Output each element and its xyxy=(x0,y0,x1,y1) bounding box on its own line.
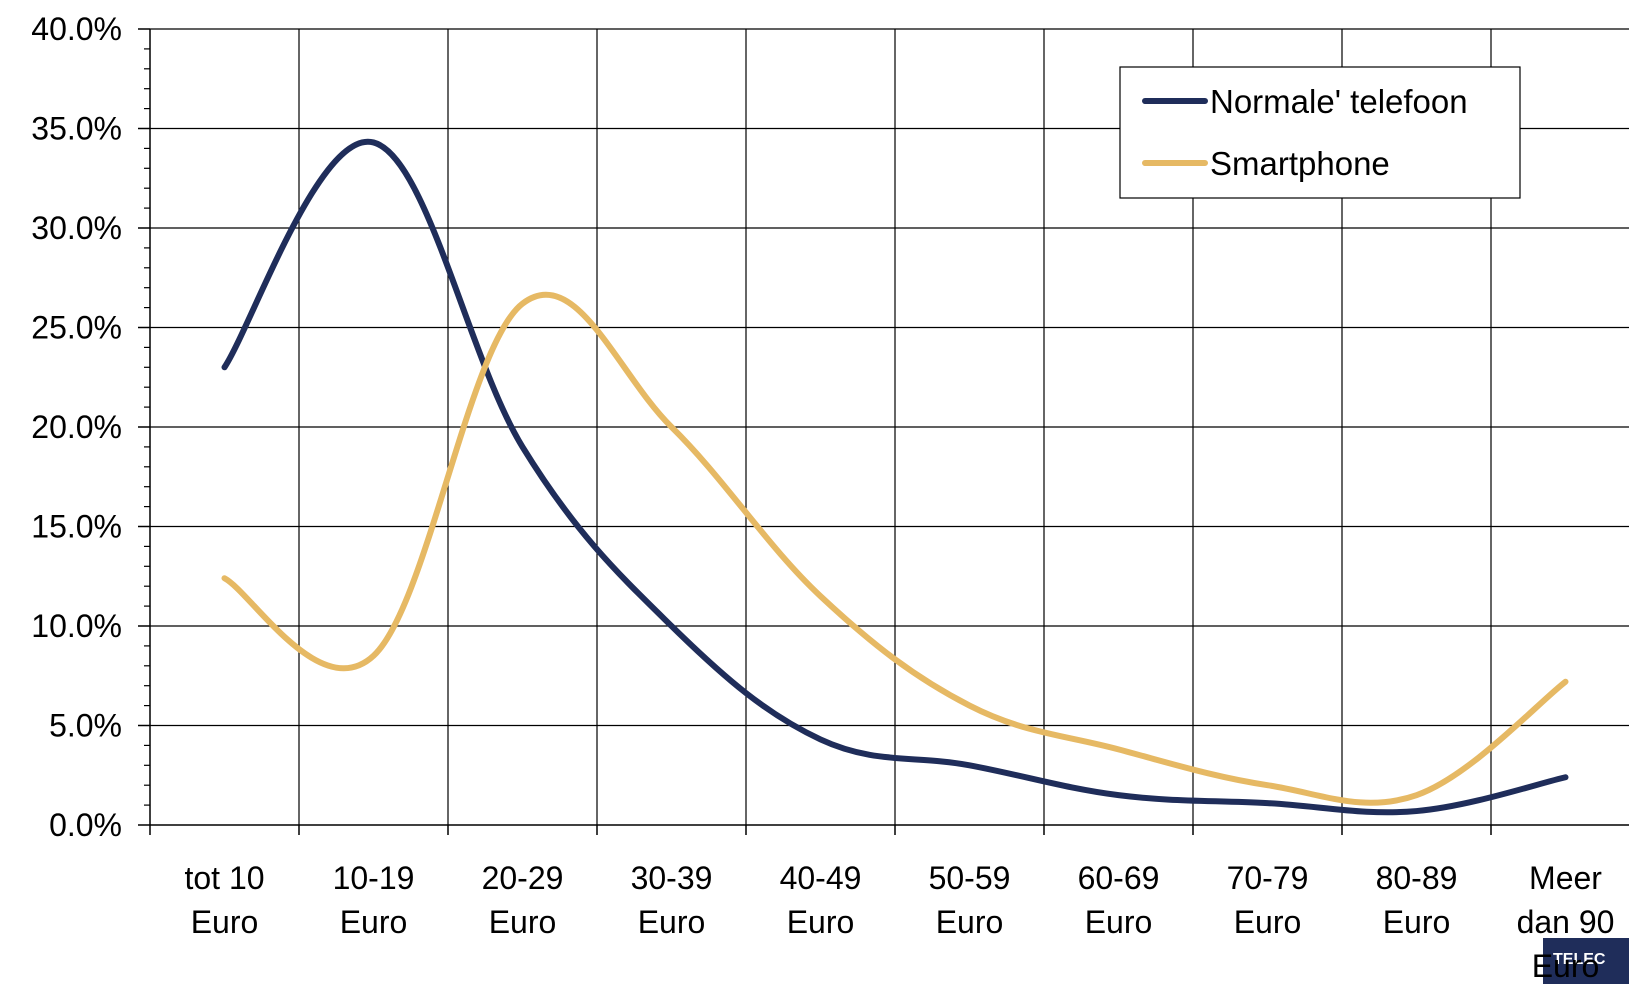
y-tick-label: 0.0% xyxy=(49,807,122,843)
y-tick-label: 35.0% xyxy=(31,111,122,147)
x-tick-label: 80-89 Euro xyxy=(1376,860,1458,940)
axes xyxy=(138,28,1629,835)
x-tick-label: 70-79 Euro xyxy=(1227,860,1309,940)
series-line-0 xyxy=(221,138,1569,816)
legend-label-1: Smartphone xyxy=(1210,145,1390,182)
telecom-logo: TELEC xyxy=(1543,938,1629,984)
y-tick-labels: 0.0% 5.0% 10.0% 15.0% 20.0% 25.0% 30.0% 35.0% 40… xyxy=(31,11,122,843)
legend-box xyxy=(1119,66,1521,199)
y-tick-label: 20.0% xyxy=(31,409,122,445)
y-tick-label: 25.0% xyxy=(31,310,122,346)
x-tick-label: 40-49 Euro xyxy=(780,860,862,940)
grid-lines xyxy=(150,28,1629,825)
legend: Normale' telefoon Smartphone xyxy=(1119,66,1521,199)
y-tick-label: 30.0% xyxy=(31,210,122,246)
logo-text: TELEC xyxy=(1553,951,1606,968)
x-tick-label: 60-69 Euro xyxy=(1078,860,1160,940)
x-tick-label: 20-29 Euro xyxy=(482,860,564,940)
legend-label-0: Normale' telefoon xyxy=(1210,83,1468,120)
x-tick-labels: tot 10 Euro 10-19 Euro 20-29 Euro 30-39 Euro 40-… xyxy=(184,860,1614,984)
y-tick-label: 15.0% xyxy=(31,509,122,545)
x-tick-label: 30-39 Euro xyxy=(631,860,713,940)
x-tick-label: 50-59 Euro xyxy=(929,860,1011,940)
series-lines xyxy=(221,138,1569,816)
y-tick-label: 5.0% xyxy=(49,708,122,744)
y-tick-label: 10.0% xyxy=(31,608,122,644)
x-tick-label: 10-19 Euro xyxy=(333,860,415,940)
x-tick-label: Meer dan 90 Euro xyxy=(1517,860,1615,984)
y-tick-label: 40.0% xyxy=(31,11,122,47)
x-tick-label: tot 10 Euro xyxy=(184,860,264,940)
logo-badge xyxy=(1543,938,1629,984)
series-line-1 xyxy=(221,291,1569,806)
